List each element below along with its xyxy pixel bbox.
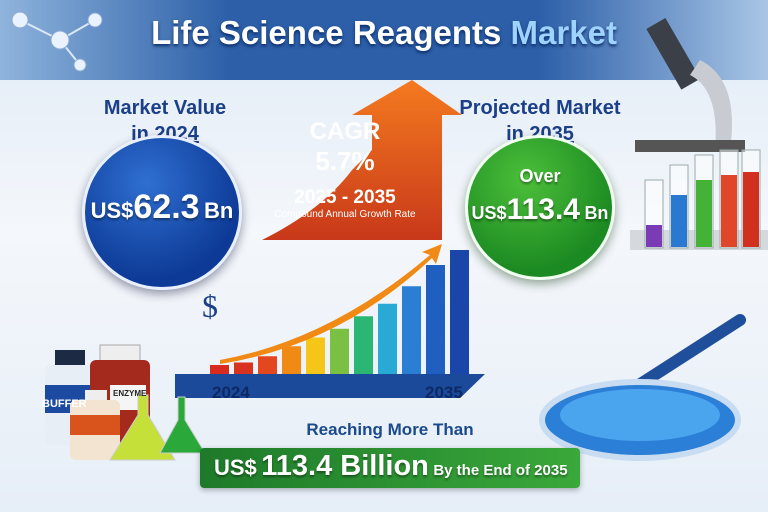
enzyme-bottle-label: ENZYME [113,389,147,398]
cagr-block: CAGR 5.7% 2025 - 2035 Compound Annual Gr… [270,118,420,220]
value: 113.4 [506,193,580,226]
unit: Bn [204,198,234,223]
growth-bar [378,303,397,375]
growth-bar [330,328,349,375]
value: 113.4 Billion [261,450,429,482]
dollar-sign: $ [202,288,218,324]
currency: US$ [471,203,507,223]
growth-bar [282,346,301,375]
header-band [0,0,768,80]
market-value-2024-circle: US$62.3 Bn [82,135,242,290]
reaching-label: Reaching More Than [306,420,474,439]
bottom-banner: US$ 113.4 Billion By the End of 2035 [200,448,580,488]
cagr-value: 5.7% [315,146,375,176]
cagr-arrow-icon [262,80,462,240]
value: 62.3 [133,188,200,226]
growth-bar [402,286,421,375]
suffix: By the End of 2035 [433,462,568,479]
growth-bar [306,337,325,375]
page-title: Life Science Reagents Market [0,14,768,52]
label-line: Projected Market [459,97,621,119]
microscope-test-tubes-illustration [630,18,768,250]
title-accent: Market [510,14,617,51]
cagr-period: 2025 - 2035 [294,187,396,208]
petri-dish-pipette-illustration [539,314,746,461]
end-year-label: 2035 [425,383,463,402]
growth-bar [426,265,445,375]
buffer-bottle-label: BUFFER [42,398,87,410]
growth-bar [234,362,253,375]
projected-market-2035-circle: Over US$113.4 Bn [465,135,615,280]
cagr-label: CAGR [309,118,381,145]
title-main: Life Science Reagents [151,14,502,51]
reagent-bottles-illustration [45,344,206,461]
growth-bar [450,250,469,375]
over-label: Over [519,166,561,186]
unit: Bn [584,203,609,223]
molecule-icon [11,11,103,72]
growth-bar [210,365,229,375]
growth-bar [354,316,373,375]
growth-bar [258,356,277,375]
cagr-description: Compound Annual Growth Rate [274,209,416,220]
label-line: Market Value [103,97,227,119]
growth-bar-chart: $ 2024 2035 [175,240,485,402]
currency: US$ [90,198,134,223]
chart-base-ribbon [175,374,485,398]
currency: US$ [214,455,257,480]
start-year-label: 2024 [212,383,250,402]
